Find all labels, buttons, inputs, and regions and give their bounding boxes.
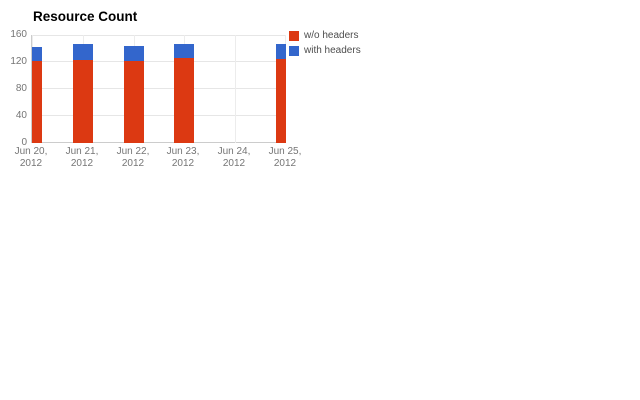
h-gridline-120 [32, 61, 286, 62]
legend-item-w-o-headers[interactable]: w/o headers [289, 30, 361, 41]
bar-stack-1[interactable] [73, 44, 93, 143]
legend-item-with-headers[interactable]: with headers [289, 45, 361, 56]
legend: w/o headers with headers [289, 30, 361, 60]
y-tick-label-160: 160 [10, 29, 27, 40]
h-gridline-80 [32, 88, 286, 89]
h-gridline-40 [32, 115, 286, 116]
y-tick-label-120: 120 [10, 56, 27, 67]
y-tick-label-80: 80 [15, 83, 27, 94]
legend-label: with headers [304, 45, 361, 56]
chart-title: Resource Count [33, 9, 138, 24]
legend-swatch-icon [289, 30, 299, 41]
x-tick-label-2: Jun 22, 2012 [116, 146, 150, 169]
bar-segment-with-headers-3[interactable] [174, 44, 194, 58]
legend-label: w/o headers [304, 30, 359, 41]
bar-segment-w-o-headers-2[interactable] [124, 61, 144, 143]
bar-segment-with-headers-0[interactable] [32, 47, 42, 61]
y-tick-label-40: 40 [15, 110, 27, 121]
x-tick-label-5: Jun 25, 2012 [268, 146, 302, 169]
x-tick-label-0: Jun 20, 2012 [14, 146, 48, 169]
bar-segment-w-o-headers-5[interactable] [276, 59, 286, 143]
v-gridline-4 [235, 35, 236, 143]
bar-stack-5[interactable] [276, 44, 286, 143]
h-gridline-160 [32, 35, 286, 36]
x-tick-label-1: Jun 21, 2012 [65, 146, 99, 169]
bar-stack-2[interactable] [124, 46, 144, 143]
x-tick-label-3: Jun 23, 2012 [166, 146, 200, 169]
bar-segment-with-headers-1[interactable] [73, 44, 93, 60]
legend-swatch-icon [289, 45, 299, 56]
x-tick-label-4: Jun 24, 2012 [217, 146, 251, 169]
bar-segment-with-headers-2[interactable] [124, 46, 144, 61]
bar-segment-w-o-headers-1[interactable] [73, 60, 93, 143]
y-tick-label-0: 0 [21, 137, 27, 148]
bar-segment-w-o-headers-3[interactable] [174, 58, 194, 143]
bar-stack-3[interactable] [174, 44, 194, 143]
plot-area [31, 35, 286, 143]
bar-stack-0[interactable] [32, 47, 42, 143]
h-gridline-0 [32, 142, 286, 143]
bar-segment-with-headers-5[interactable] [276, 44, 286, 59]
bar-segment-w-o-headers-0[interactable] [32, 61, 42, 143]
